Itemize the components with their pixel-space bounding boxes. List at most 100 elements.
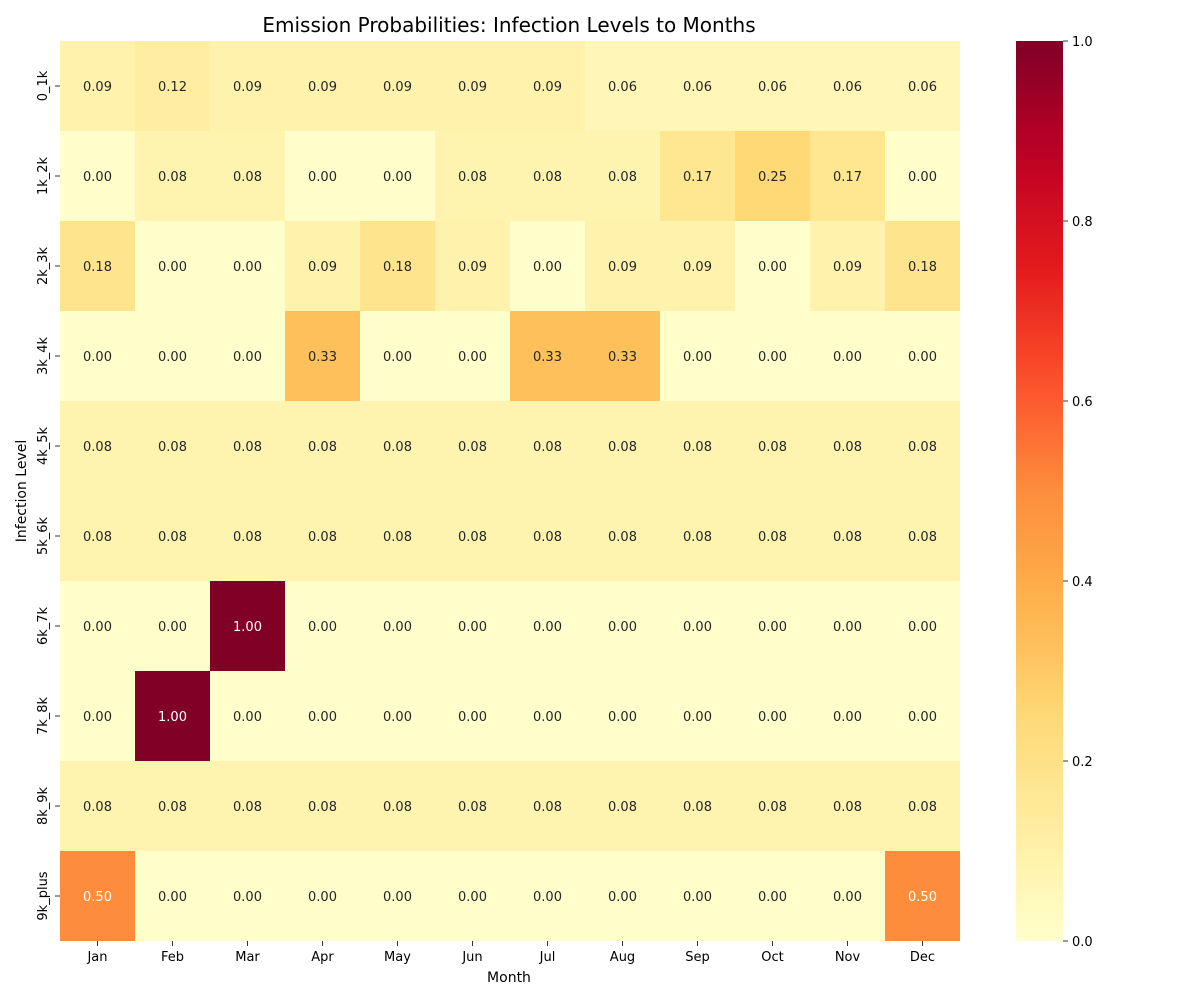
cell-value-label: 0.08: [383, 440, 412, 455]
cell-value-label: 0.08: [458, 800, 487, 815]
cell-value-label: 0.09: [608, 260, 637, 275]
heatmap-cell-0_1k-Oct: [735, 41, 810, 131]
cell-value-label: 0.00: [533, 890, 562, 905]
x-tick-label: Dec: [910, 950, 935, 965]
cell-value-label: 0.08: [608, 440, 637, 455]
heatmap-cell-3k_4k-Mar: [210, 311, 285, 401]
heatmap-cell-2k_3k-Oct: [735, 221, 810, 311]
heatmap-cell-0_1k-Apr: [285, 41, 360, 131]
heatmap-cell-6k_7k-Nov: [810, 581, 885, 671]
heatmap-cell-8k_9k-Nov: [810, 761, 885, 851]
heatmap-cell-9k_plus-Mar: [210, 851, 285, 941]
heatmap-cell-9k_plus-Nov: [810, 851, 885, 941]
heatmap-cell-1k_2k-Jan: [60, 131, 135, 221]
heatmap-cell-4k_5k-Sep: [660, 401, 735, 491]
cell-value-label: 0.12: [158, 80, 187, 95]
y-tick-label: 6k_7k: [36, 606, 51, 645]
y-axis-label: Infection Level: [14, 440, 30, 542]
cell-value-label: 0.00: [608, 620, 637, 635]
colorbar-tick-label: 0.8: [1072, 215, 1093, 230]
x-tick-label: Oct: [761, 950, 783, 965]
heatmap-cell-5k_6k-Feb: [135, 491, 210, 581]
heatmap-cell-9k_plus-Jan: [60, 851, 135, 941]
heatmap-cell-7k_8k-Aug: [585, 671, 660, 761]
heatmap-cell-6k_7k-Jul: [510, 581, 585, 671]
heatmap-cell-0_1k-Mar: [210, 41, 285, 131]
heatmap-cell-7k_8k-Dec: [885, 671, 960, 761]
heatmap-cells: [60, 41, 960, 941]
cell-value-label: 0.00: [908, 710, 937, 725]
cell-value-label: 0.00: [383, 170, 412, 185]
y-tick-label: 1k_2k: [36, 156, 51, 195]
cell-value-label: 0.08: [908, 440, 937, 455]
cell-value-label: 0.00: [233, 890, 262, 905]
heatmap-cell-4k_5k-Dec: [885, 401, 960, 491]
heatmap-cell-5k_6k-Jan: [60, 491, 135, 581]
cell-value-label: 0.00: [383, 710, 412, 725]
cell-value-label: 0.09: [833, 260, 862, 275]
cell-value-label: 0.08: [233, 530, 262, 545]
y-tick-label: 9k_plus: [36, 871, 51, 920]
x-tick-label: May: [384, 950, 411, 965]
cell-value-label: 0.08: [533, 800, 562, 815]
x-tick-label: Feb: [161, 950, 184, 965]
heatmap-cell-2k_3k-Aug: [585, 221, 660, 311]
heatmap-cell-6k_7k-Oct: [735, 581, 810, 671]
heatmap-cell-7k_8k-Jan: [60, 671, 135, 761]
heatmap-cell-3k_4k-Jul: [510, 311, 585, 401]
heatmap-cell-8k_9k-Aug: [585, 761, 660, 851]
cell-value-label: 0.00: [158, 260, 187, 275]
cell-value-label: 0.00: [308, 710, 337, 725]
heatmap-cell-6k_7k-Jan: [60, 581, 135, 671]
cell-value-label: 0.00: [833, 350, 862, 365]
cell-value-label: 0.17: [683, 170, 712, 185]
cell-value-label: 0.00: [683, 710, 712, 725]
cell-value-label: 1.00: [158, 710, 187, 725]
heatmap-cell-1k_2k-Mar: [210, 131, 285, 221]
cell-value-label: 0.00: [683, 620, 712, 635]
heatmap-cell-3k_4k-Dec: [885, 311, 960, 401]
cell-value-label: 0.25: [758, 170, 787, 185]
x-tick-label: Jul: [539, 950, 556, 965]
heatmap-cell-7k_8k-Oct: [735, 671, 810, 761]
heatmap-cell-3k_4k-May: [360, 311, 435, 401]
heatmap-cell-4k_5k-Jul: [510, 401, 585, 491]
heatmap-cell-5k_6k-Nov: [810, 491, 885, 581]
cell-value-label: 0.00: [608, 890, 637, 905]
cell-value-label: 0.09: [83, 80, 112, 95]
heatmap-cell-2k_3k-Dec: [885, 221, 960, 311]
cell-value-label: 0.50: [83, 890, 112, 905]
cell-value-label: 0.08: [233, 440, 262, 455]
heatmap-cell-2k_3k-May: [360, 221, 435, 311]
heatmap-cell-1k_2k-Aug: [585, 131, 660, 221]
heatmap-cell-7k_8k-Sep: [660, 671, 735, 761]
heatmap-cell-7k_8k-Feb: [135, 671, 210, 761]
cell-value-label: 0.00: [158, 350, 187, 365]
x-tick-label: Jan: [86, 950, 107, 965]
heatmap-cell-2k_3k-Feb: [135, 221, 210, 311]
heatmap-cell-3k_4k-Sep: [660, 311, 735, 401]
x-tick-label: Nov: [835, 950, 861, 965]
cell-value-label: 0.09: [308, 260, 337, 275]
cell-value-label: 0.08: [158, 170, 187, 185]
cell-value-label: 0.00: [308, 170, 337, 185]
heatmap-cell-6k_7k-Sep: [660, 581, 735, 671]
heatmap-cell-1k_2k-May: [360, 131, 435, 221]
cell-value-label: 0.09: [383, 80, 412, 95]
cell-value-label: 0.09: [308, 80, 337, 95]
heatmap-cell-6k_7k-Feb: [135, 581, 210, 671]
cell-value-label: 0.08: [308, 530, 337, 545]
heatmap-cell-6k_7k-May: [360, 581, 435, 671]
cell-value-label: 0.08: [533, 440, 562, 455]
cell-value-label: 0.08: [533, 530, 562, 545]
heatmap-cell-7k_8k-Apr: [285, 671, 360, 761]
cell-value-label: 0.00: [758, 710, 787, 725]
heatmap-cell-1k_2k-Dec: [885, 131, 960, 221]
heatmap-cell-0_1k-Dec: [885, 41, 960, 131]
cell-value-label: 0.09: [683, 260, 712, 275]
y-axis-ticks: 0_1k 1k_2k 2k_3k 3k_4k 4k_5k 5k_6k 6k_7k 7k_8k 8…: [36, 70, 60, 921]
y-tick-label: 4k_5k: [36, 426, 51, 465]
colorbar-ticks: 0.0 0.2 0.4 0.6 0.8 1.0: [1063, 35, 1093, 950]
cell-value-label: 0.08: [158, 440, 187, 455]
